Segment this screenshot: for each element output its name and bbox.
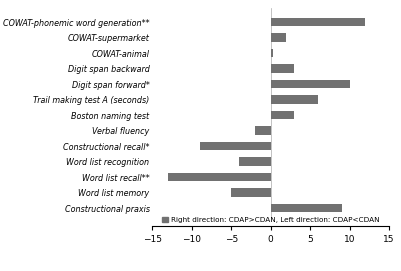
Bar: [255, 126, 271, 135]
Legend: Right direction: CDAP>CDAN, Left direction: CDAP<CDAN: Right direction: CDAP>CDAN, Left directi…: [162, 217, 379, 223]
Bar: [271, 95, 318, 104]
Bar: [271, 111, 294, 120]
Bar: [271, 18, 365, 26]
Bar: [271, 64, 294, 73]
Bar: [239, 157, 271, 166]
Bar: [271, 33, 286, 42]
Bar: [200, 142, 271, 150]
Bar: [168, 173, 271, 182]
Bar: [271, 204, 342, 212]
Bar: [271, 80, 350, 88]
Bar: [271, 49, 273, 57]
Bar: [231, 188, 271, 197]
